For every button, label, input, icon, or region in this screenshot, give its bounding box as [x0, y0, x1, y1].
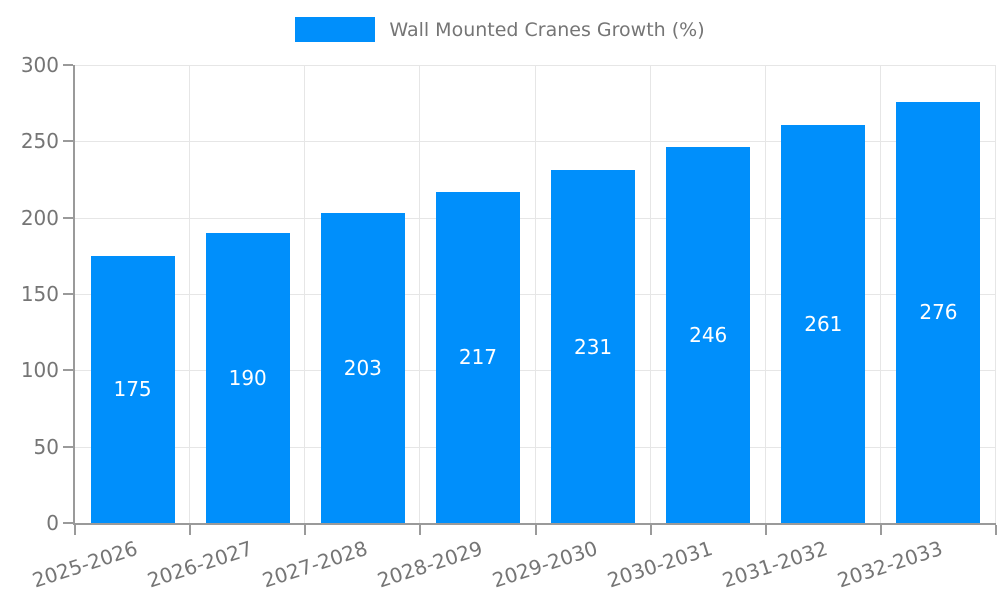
legend-swatch [295, 17, 376, 42]
bar-value-label: 231 [573, 334, 613, 359]
gridline-vertical [764, 65, 766, 523]
bar[interactable]: 261 [781, 124, 866, 523]
y-axis-tick-label: 250 [20, 129, 59, 154]
bar[interactable]: 217 [435, 191, 520, 523]
bar-value-label: 217 [458, 345, 498, 370]
x-axis-tick-label: 2028-2029 [374, 536, 486, 593]
legend-label: Wall Mounted Cranes Growth (%) [389, 18, 705, 41]
gridline-horizontal [75, 217, 996, 219]
bar-value-label: 261 [804, 311, 843, 336]
gridline-horizontal [75, 446, 996, 448]
bar[interactable]: 276 [896, 101, 981, 523]
x-axis-tick [764, 525, 767, 535]
x-axis-tick-label: 2031-2032 [719, 536, 831, 593]
y-axis-tick [63, 140, 73, 143]
gridline-vertical [189, 65, 191, 523]
y-axis-tick-label: 100 [20, 358, 59, 383]
gridline-vertical [419, 65, 421, 523]
x-axis-tick [995, 525, 997, 535]
x-axis-tick-label: 2027-2028 [259, 536, 371, 593]
gridline-vertical [304, 65, 306, 523]
plot-area: 175 190 203 217 231 246 261 276 [63, 64, 997, 535]
y-axis-tick-label: 200 [20, 205, 59, 230]
y-axis-tick-label: 300 [20, 53, 59, 77]
bar-value-label: 190 [228, 365, 267, 390]
gridline-horizontal [75, 141, 996, 143]
x-axis-tick [879, 525, 882, 535]
bar-value-label: 175 [113, 377, 152, 402]
x-axis-tick [419, 525, 422, 535]
gridline-vertical [995, 65, 996, 523]
x-axis-tick [189, 525, 192, 535]
gridline-vertical [879, 65, 881, 523]
gridline-vertical [534, 65, 536, 523]
y-axis-tick [63, 293, 73, 295]
gridline-vertical [649, 65, 651, 523]
gridline-horizontal [75, 294, 996, 295]
gridline-horizontal [75, 370, 996, 372]
bar-value-label: 203 [343, 356, 382, 381]
y-axis-tick-label: 0 [46, 511, 59, 535]
bar[interactable]: 190 [205, 232, 290, 523]
x-axis-tick-label: 2029-2030 [489, 536, 601, 593]
x-axis-tick [534, 525, 537, 535]
y-axis-tick [63, 216, 73, 219]
x-axis-tick-label: 2026-2027 [144, 536, 256, 593]
bar-value-label: 276 [919, 300, 958, 325]
x-axis-tick-label: 2032-2033 [834, 536, 946, 593]
bar-value-label: 246 [689, 323, 728, 348]
y-axis-tick-label: 50 [33, 434, 59, 459]
y-axis-tick [63, 369, 73, 372]
x-axis-tick [649, 525, 652, 535]
bar[interactable]: 203 [320, 213, 405, 523]
bar[interactable]: 175 [90, 255, 175, 523]
y-axis-tick [63, 64, 73, 66]
bar[interactable]: 246 [666, 147, 751, 523]
y-axis-tick-label: 150 [20, 282, 59, 306]
x-axis-tick-label: 2030-2031 [604, 536, 716, 593]
bar[interactable]: 231 [551, 170, 636, 523]
legend[interactable]: Wall Mounted Cranes Growth (%) [0, 17, 1000, 42]
y-axis-tick [63, 522, 73, 524]
x-axis-tick-label: 2025-2026 [28, 536, 140, 593]
y-axis-tick [63, 445, 73, 448]
gridline-horizontal [75, 65, 996, 66]
x-axis-tick [304, 525, 307, 535]
x-axis-tick [74, 525, 76, 535]
